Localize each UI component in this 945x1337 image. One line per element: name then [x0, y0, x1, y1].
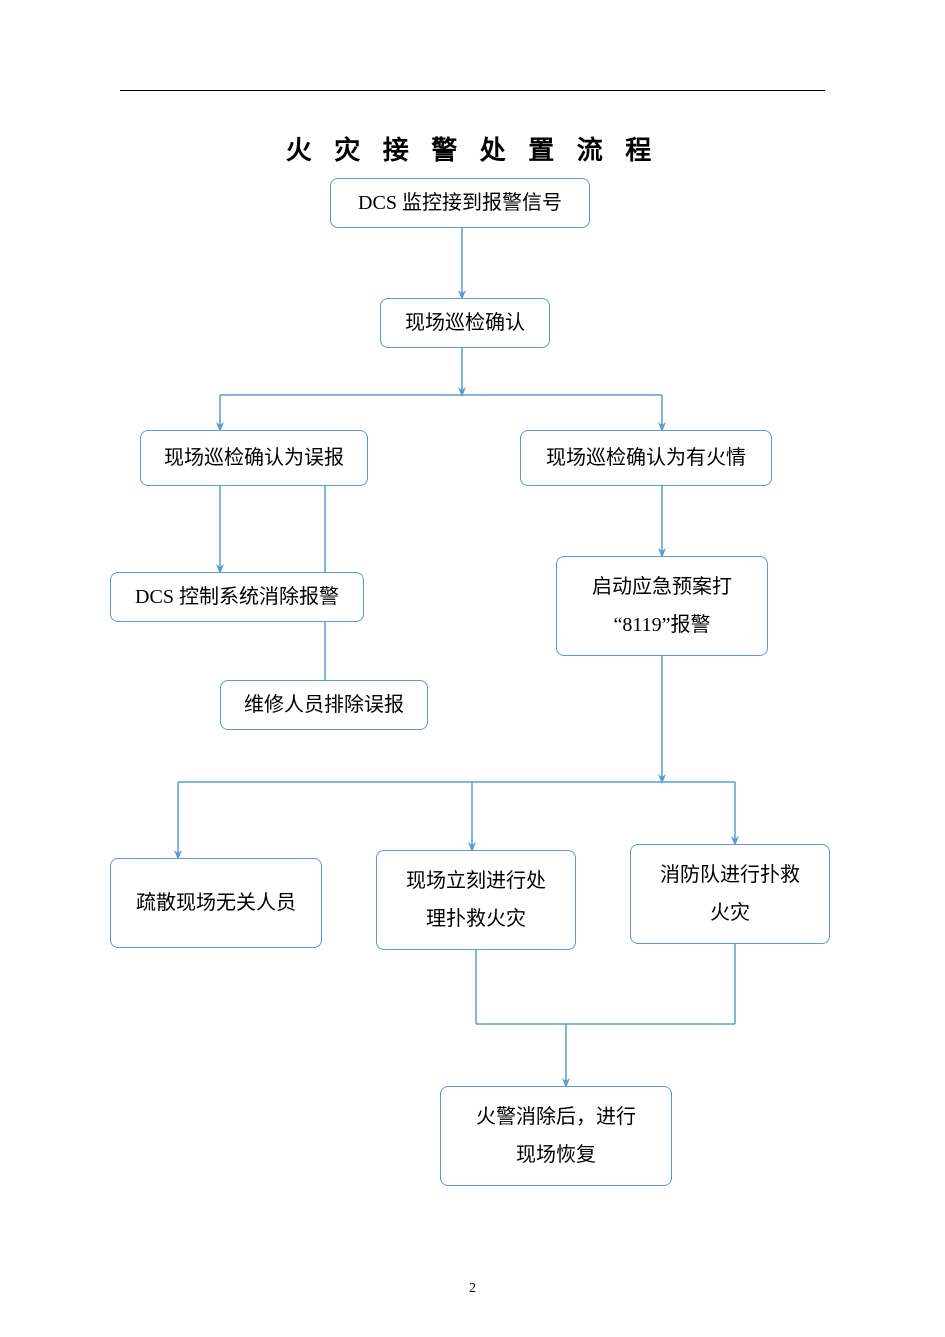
flowchart-node-n9: 现场立刻进行处理扑救火灾 — [376, 850, 576, 950]
page-number: 2 — [0, 1281, 945, 1297]
flowchart-node-n3: 现场巡检确认为误报 — [140, 430, 368, 486]
flowchart-node-n2: 现场巡检确认 — [380, 298, 550, 348]
flowchart-node-n7: 维修人员排除误报 — [220, 680, 428, 730]
flowchart-node-n6: 启动应急预案打“8119”报警 — [556, 556, 768, 656]
header-rule — [120, 90, 825, 91]
diagram-title: 火 灾 接 警 处 置 流 程 — [0, 130, 945, 167]
flowchart-node-n11: 火警消除后，进行现场恢复 — [440, 1086, 672, 1186]
flowchart-node-n4: 现场巡检确认为有火情 — [520, 430, 772, 486]
flowchart-node-n1: DCS 监控接到报警信号 — [330, 178, 590, 228]
flowchart-node-n8: 疏散现场无关人员 — [110, 858, 322, 948]
flowchart-node-n5: DCS 控制系统消除报警 — [110, 572, 364, 622]
flowchart-node-n10: 消防队进行扑救火灾 — [630, 844, 830, 944]
